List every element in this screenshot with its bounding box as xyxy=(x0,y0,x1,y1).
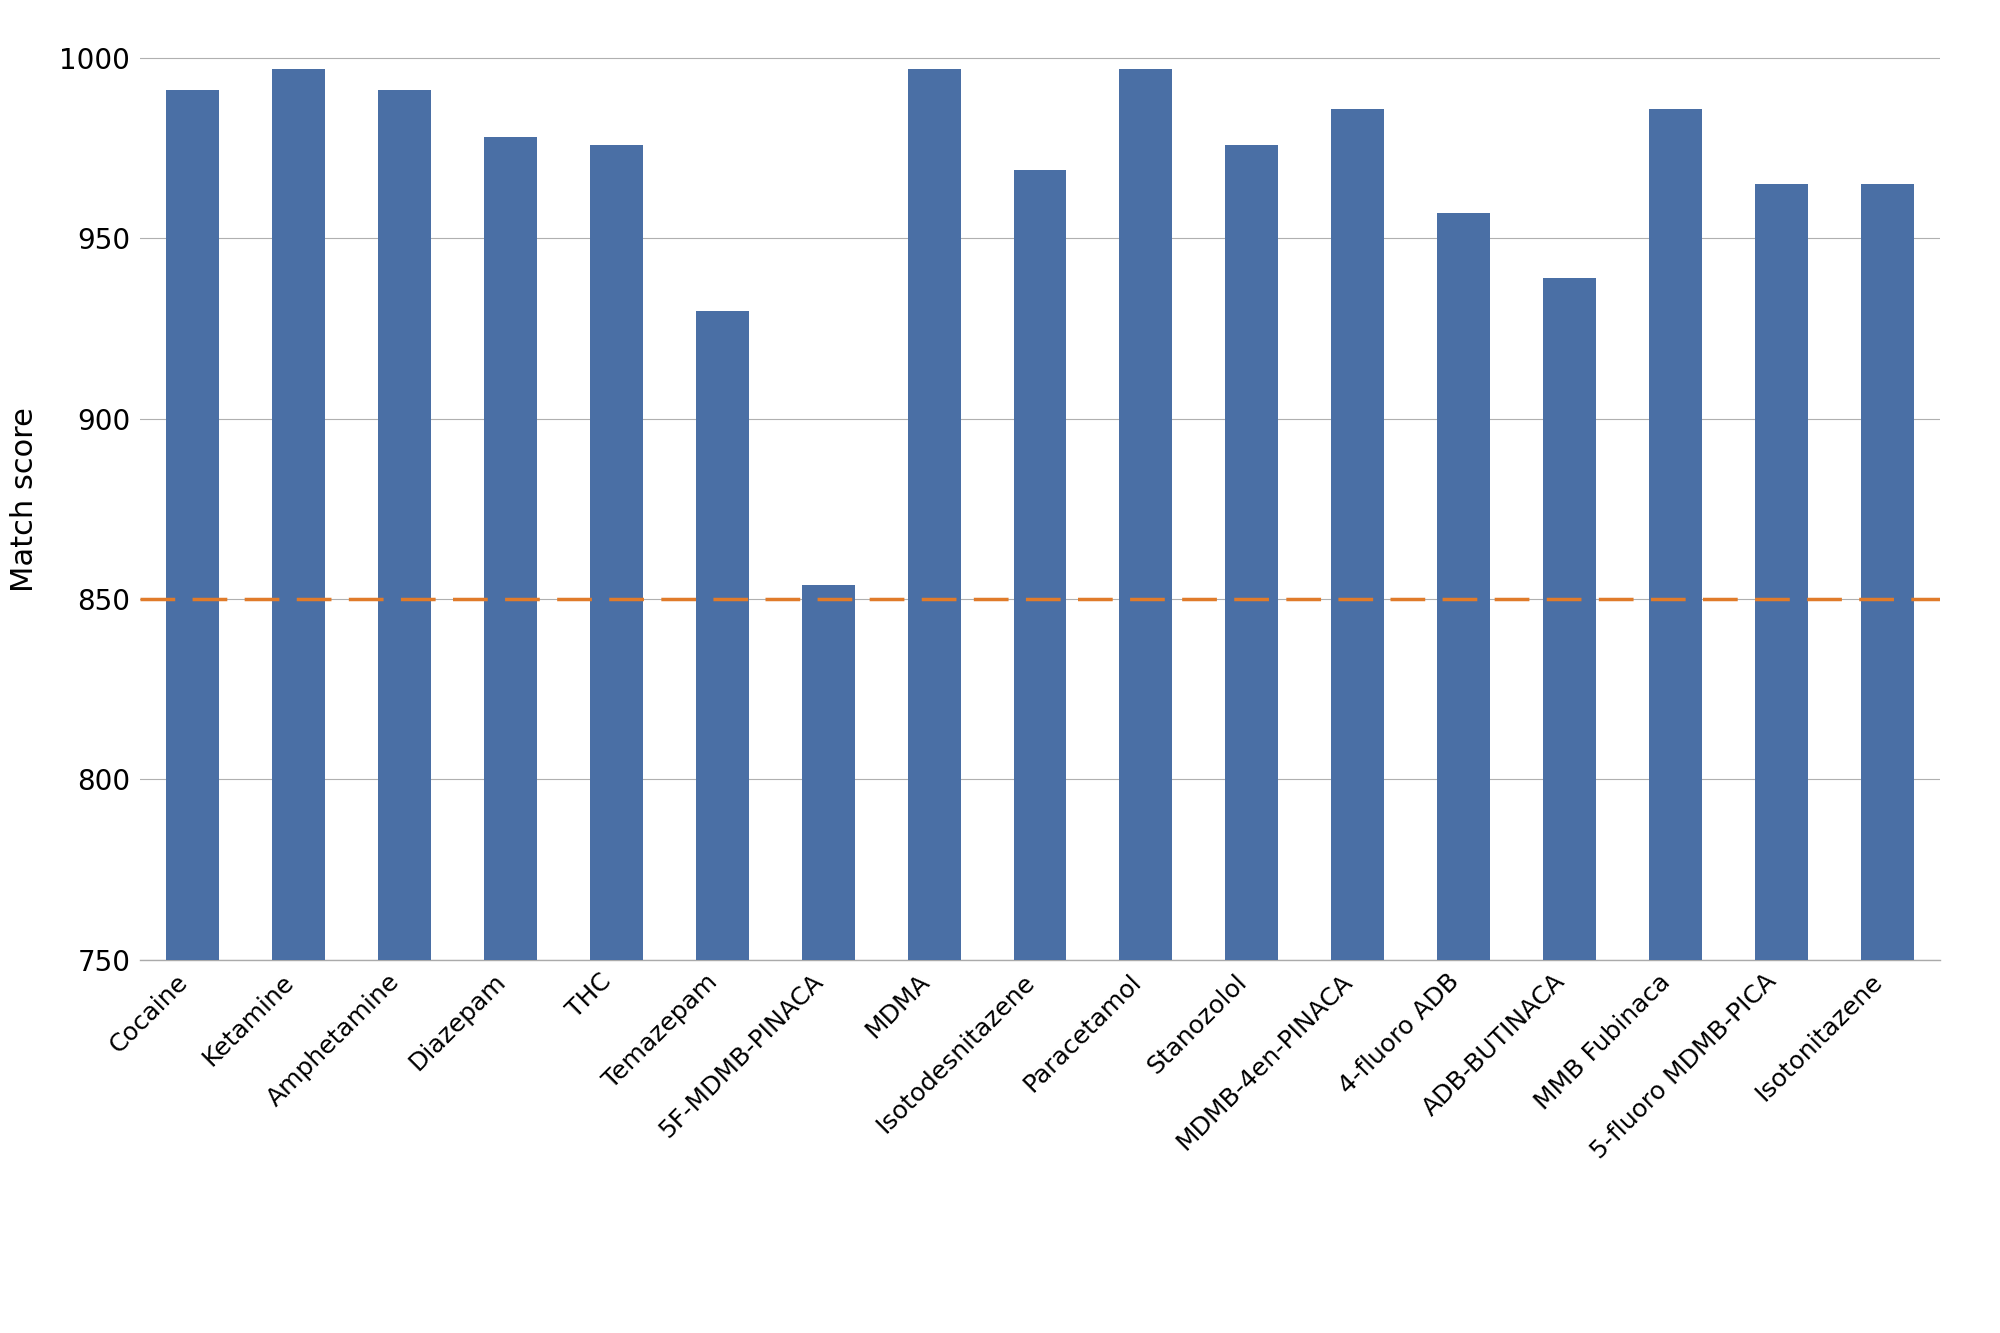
Bar xyxy=(1860,184,1914,1333)
Bar xyxy=(590,144,642,1333)
Bar xyxy=(1754,184,1808,1333)
Y-axis label: Match score: Match score xyxy=(10,408,38,592)
Bar xyxy=(484,137,538,1333)
Bar xyxy=(378,91,432,1333)
Bar xyxy=(1438,213,1490,1333)
Bar xyxy=(802,585,854,1333)
Bar xyxy=(696,311,748,1333)
Bar xyxy=(1120,69,1172,1333)
Bar xyxy=(1226,144,1278,1333)
Bar xyxy=(1014,169,1066,1333)
Bar xyxy=(166,91,220,1333)
Bar xyxy=(908,69,960,1333)
Bar xyxy=(1648,108,1702,1333)
Bar xyxy=(1542,279,1596,1333)
Bar xyxy=(272,69,326,1333)
Bar xyxy=(1332,108,1384,1333)
